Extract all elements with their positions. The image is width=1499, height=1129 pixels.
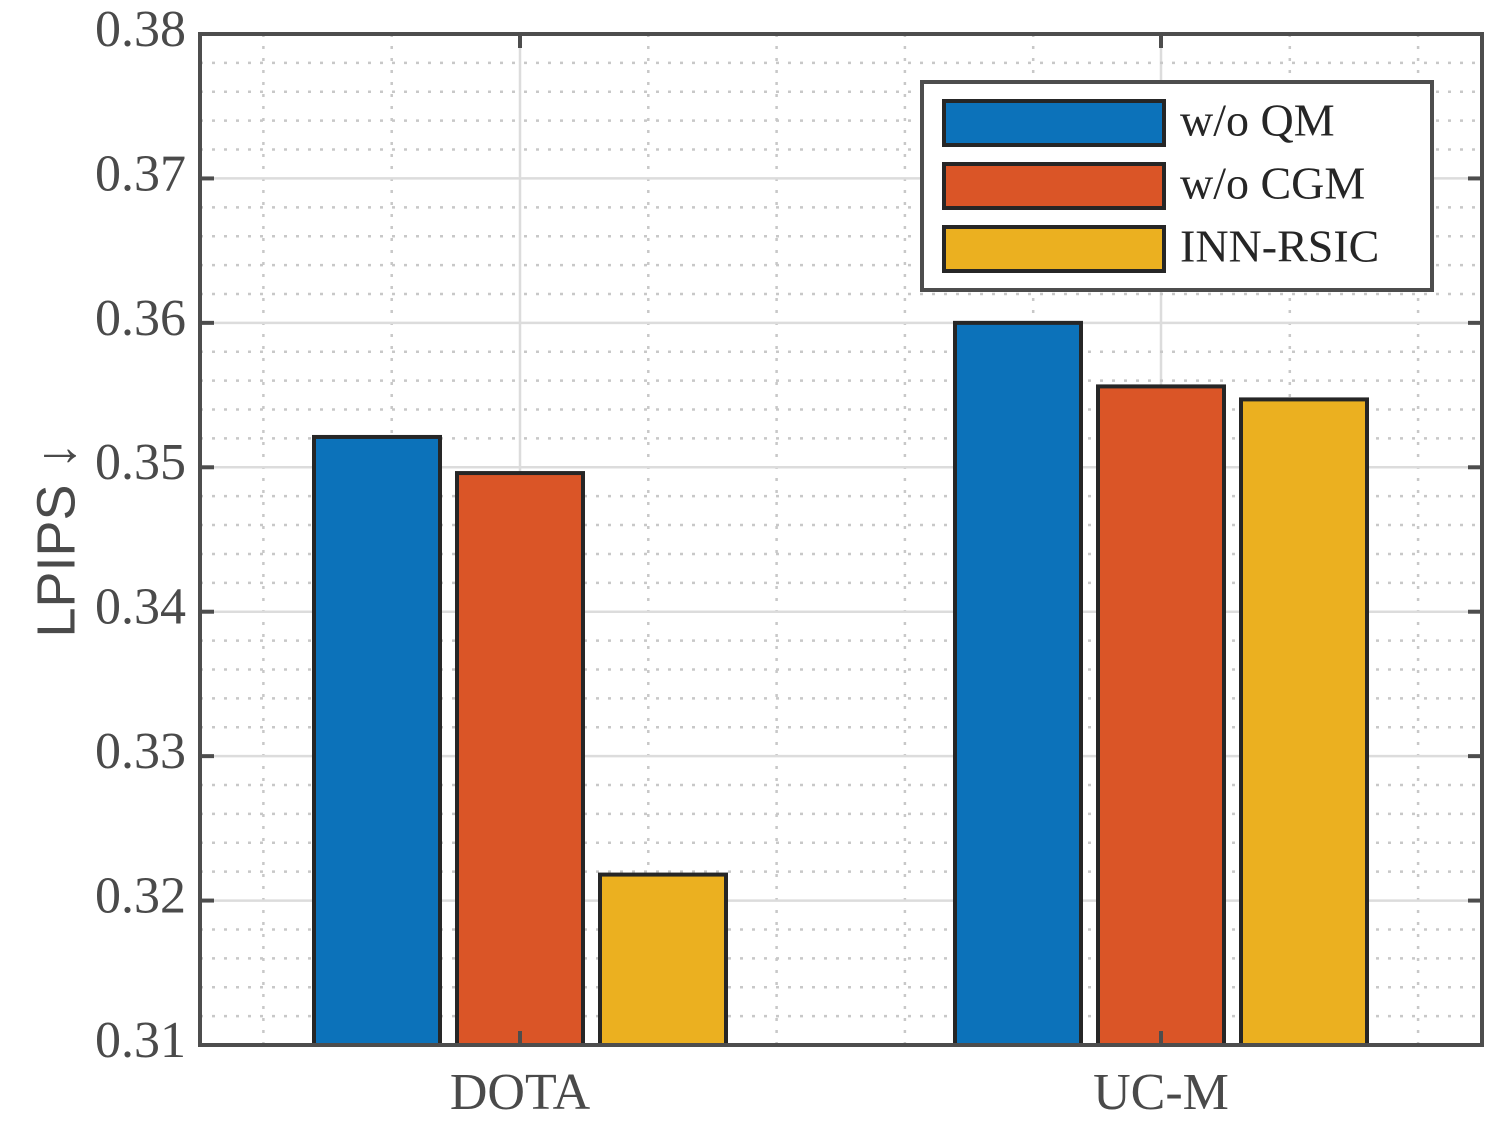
legend-swatch bbox=[942, 162, 1166, 210]
bar-w-o-cgm-dota bbox=[455, 471, 585, 1047]
y-tick-label: 0.38 bbox=[95, 1, 186, 58]
bar-inn-rsic-uc-m bbox=[1239, 397, 1369, 1047]
axes-box bbox=[198, 32, 1484, 1047]
bars-layer bbox=[312, 320, 1369, 1048]
y-tick-label: 0.32 bbox=[95, 868, 186, 925]
legend-entry-label: w/o QM bbox=[1180, 95, 1335, 146]
bar-inn-rsic-dota bbox=[598, 872, 728, 1047]
y-tick-label: 0.36 bbox=[95, 290, 186, 347]
legend-entry-label: INN-RSIC bbox=[1180, 221, 1379, 272]
bar-w-o-qm-dota bbox=[312, 434, 442, 1048]
x-category-label: DOTA bbox=[450, 1064, 591, 1121]
axes-layer bbox=[198, 32, 1484, 1047]
y-axis-label: LPIPS ↓ bbox=[26, 442, 86, 637]
y-tick-label: 0.31 bbox=[95, 1012, 186, 1069]
legend-entry-label: w/o CGM bbox=[1180, 158, 1365, 209]
y-tick-label: 0.33 bbox=[95, 723, 186, 780]
legend: w/o QM w/o CGM INN-RSIC bbox=[920, 80, 1434, 292]
y-tick-label: 0.37 bbox=[95, 145, 186, 202]
y-tick-label: 0.35 bbox=[95, 434, 186, 491]
bar-w-o-cgm-uc-m bbox=[1096, 384, 1226, 1047]
tick-labels: 0.31 0.32 0.33 0.34 0.35 0.36 0.37 0.38 DOTA UC-M bbox=[95, 1, 1229, 1121]
legend-swatch bbox=[942, 99, 1166, 147]
x-category-label: UC-M bbox=[1093, 1064, 1229, 1121]
bar-w-o-qm-uc-m bbox=[953, 320, 1083, 1048]
y-tick-label: 0.34 bbox=[95, 579, 186, 636]
legend-swatch bbox=[942, 225, 1166, 273]
